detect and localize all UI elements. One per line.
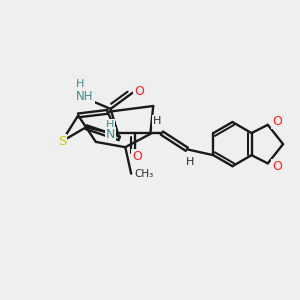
Text: O: O [132,150,142,163]
Text: O: O [272,160,282,173]
Text: O: O [134,85,144,98]
Text: H: H [153,116,162,126]
Text: S: S [58,135,66,148]
Text: H: H [186,157,194,166]
Text: N: N [106,128,115,141]
Text: H: H [106,120,115,130]
Text: H: H [76,80,84,89]
Text: CH₃: CH₃ [134,169,153,179]
Text: O: O [272,116,282,128]
Text: NH: NH [76,90,94,103]
